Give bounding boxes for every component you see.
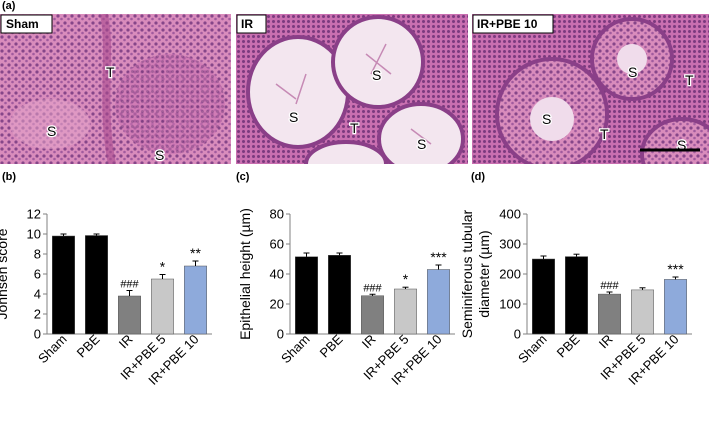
y-tick-label: 100 xyxy=(499,297,521,312)
y-tick-label: 8 xyxy=(34,247,41,262)
y-tick-label: 300 xyxy=(499,237,521,252)
panel-letter-b: (b) xyxy=(2,171,17,183)
micrograph-sham: Sham T S S xyxy=(0,14,231,164)
bar xyxy=(118,295,141,335)
y-axis-label: Epithelial height (µm) xyxy=(237,208,253,340)
x-tick-label: PBE xyxy=(317,331,346,360)
significance-label: ### xyxy=(363,282,382,294)
y-tick-label: 200 xyxy=(499,267,521,282)
y-tick-label: 0 xyxy=(514,327,521,342)
micrograph-label-ir: IR xyxy=(241,17,253,31)
significance-label: *** xyxy=(667,261,684,277)
region-label-s: S xyxy=(155,147,164,163)
region-label-s: S xyxy=(372,67,381,83)
x-tick-label: PBE xyxy=(554,331,583,360)
region-label-s: S xyxy=(289,109,298,125)
significance-label: ### xyxy=(120,279,139,291)
significance-label: * xyxy=(403,271,409,287)
y-tick-label: 10 xyxy=(27,227,41,242)
bar xyxy=(631,289,654,335)
y-axis-label: diameter (µm) xyxy=(476,230,492,317)
bar xyxy=(532,258,555,335)
y-tick-label: 0 xyxy=(34,327,41,342)
bar xyxy=(361,295,384,335)
micrograph-label-ir-pbe10: IR+PBE 10 xyxy=(477,17,538,31)
y-tick-label: 6 xyxy=(34,267,41,282)
bar xyxy=(151,278,174,335)
significance-label: *** xyxy=(430,249,447,265)
bar xyxy=(565,256,588,335)
y-tick-label: 80 xyxy=(270,207,284,222)
region-label-s: S xyxy=(47,123,56,139)
y-tick-label: 60 xyxy=(270,237,284,252)
y-axis-label: Seminiferous tubular xyxy=(459,209,475,338)
bar xyxy=(664,279,687,335)
x-tick-label: PBE xyxy=(74,331,103,360)
region-label-t: T xyxy=(600,126,609,142)
micrograph-ir: IR S S S T xyxy=(236,14,468,164)
panel-letter-d: (d) xyxy=(471,171,486,183)
y-tick-label: 12 xyxy=(27,207,41,222)
y-tick-label: 20 xyxy=(270,297,284,312)
region-label-t: T xyxy=(685,72,694,88)
region-label-t: T xyxy=(350,120,359,136)
bar xyxy=(52,235,75,335)
significance-label: ### xyxy=(600,280,619,292)
region-label-s: S xyxy=(628,64,637,80)
bar xyxy=(295,256,318,335)
bar xyxy=(427,269,450,335)
bar xyxy=(328,255,351,335)
region-label-s: S xyxy=(417,136,426,152)
y-tick-label: 4 xyxy=(34,287,41,302)
micrograph-ir-pbe10: IR+PBE 10 S S S T T xyxy=(472,14,709,164)
y-tick-label: 2 xyxy=(34,307,41,322)
y-tick-label: 400 xyxy=(499,207,521,222)
bar xyxy=(184,265,207,335)
y-axis-label: Johnsen score xyxy=(0,228,10,319)
y-tick-label: 40 xyxy=(270,267,284,282)
y-tick-label: 0 xyxy=(277,327,284,342)
significance-label: * xyxy=(160,259,166,275)
significance-label: ** xyxy=(190,245,201,261)
micrograph-row: Sham T S S IR S S S T IR+PBE 10 S S S T … xyxy=(0,14,709,164)
bar xyxy=(85,235,108,335)
region-label-s: S xyxy=(677,137,686,153)
bar xyxy=(598,293,621,335)
region-label-t: T xyxy=(106,64,115,80)
bar xyxy=(394,288,417,335)
micrograph-label-sham: Sham xyxy=(6,17,39,31)
region-label-s: S xyxy=(542,111,551,127)
panel-letter-c: (c) xyxy=(236,171,250,183)
panel-letter-a: (a) xyxy=(2,0,16,12)
